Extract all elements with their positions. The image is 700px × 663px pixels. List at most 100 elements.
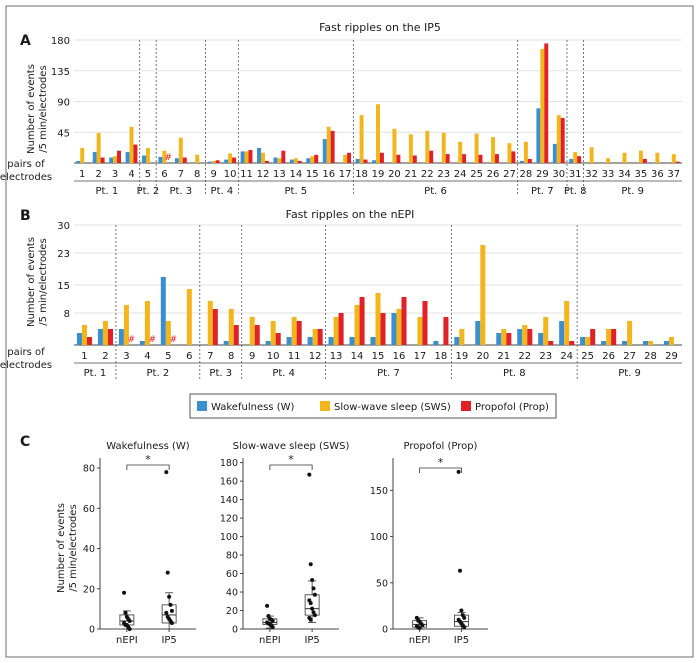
- chart-a-bar-sws: [228, 153, 233, 163]
- chart-b-bar-sws: [249, 317, 255, 345]
- box-prop-ytick-label: 0: [382, 625, 388, 636]
- chart-b-bar-sws: [648, 341, 654, 345]
- chart-b-xlabel-2: electrodes: [0, 360, 52, 371]
- box-w-ytick-label: 60: [83, 504, 95, 515]
- chart-a-xtick-label: 29: [536, 169, 549, 180]
- chart-a-bar-sws: [178, 137, 183, 163]
- chart-b-group-label: Pt. 3: [209, 368, 232, 379]
- chart-b-xtick-label: 14: [351, 351, 364, 362]
- chart-a-bar-sws: [376, 104, 380, 163]
- chart-a-bar-prop: [642, 158, 647, 163]
- chart-b-bar-sws: [459, 329, 465, 345]
- chart-b-xtick-label: 19: [455, 351, 468, 362]
- chart-a-bar-prop: [511, 151, 516, 163]
- chart-b-ytick-label: 23: [57, 249, 70, 260]
- chart-b-ytick-label: 8: [64, 309, 70, 320]
- box-sws-significance-star: *: [288, 453, 294, 466]
- legend-label-w: Wakefulness (W): [211, 402, 294, 413]
- chart-a-bar-prop: [117, 150, 121, 163]
- chart-a-bar-prop: [527, 158, 532, 163]
- chart-b-bar-prop: [443, 317, 449, 345]
- chart-a-bar-prop: [379, 152, 384, 163]
- legend-swatch-sws: [320, 401, 330, 411]
- box-prop-title: Propofol (Prop): [404, 441, 478, 452]
- box-sws-point: [310, 578, 315, 583]
- chart-a-bar-w: [289, 159, 294, 163]
- chart-b-xtick-label: 4: [144, 351, 150, 362]
- chart-a-bar-w: [174, 158, 179, 163]
- chart-b-bar-w: [433, 341, 439, 345]
- chart-b-bar-sws: [627, 321, 633, 345]
- box-sws-point: [270, 618, 275, 623]
- chart-a-bar-prop: [560, 117, 565, 163]
- legend-swatch-prop: [461, 401, 471, 411]
- chart-b-bar-prop: [296, 321, 302, 345]
- chart-b-bar-w: [517, 329, 523, 345]
- chart-a-xlabel-2: electrodes: [0, 172, 52, 183]
- chart-b-xlabel-1: pairs of: [7, 347, 45, 358]
- chart-b-xtick-label: 17: [414, 351, 427, 362]
- chart-b-bar-sws: [417, 317, 423, 345]
- chart-a-bar-sws: [80, 147, 85, 163]
- chart-a-bar-sws: [425, 130, 430, 163]
- box-w-point: [164, 610, 169, 615]
- chart-a-group-label: Pt. 5: [285, 186, 308, 197]
- box-prop-xtick-label: IP5: [454, 635, 469, 646]
- chart-b-xtick-label: 26: [602, 351, 615, 362]
- box-sws-xtick-label: IP5: [304, 635, 319, 646]
- chart-b-ytick-label: 30: [57, 221, 70, 232]
- chart-b-xtick-label: 3: [123, 351, 129, 362]
- chart-b-bar-prop: [401, 297, 407, 345]
- box-sws-point: [265, 603, 270, 608]
- chart-b-xtick-label: 8: [228, 351, 234, 362]
- box-sws-xtick-label: nEPI: [259, 635, 281, 646]
- chart-b-bar-prop: [275, 333, 281, 345]
- chart-a-bar-sws: [441, 132, 446, 163]
- legend-frame: [189, 393, 557, 419]
- chart-a-bar-sws: [556, 115, 561, 163]
- chart-b-xtick-label: 2: [102, 351, 108, 362]
- chart-b-group-label: Pt. 1: [84, 368, 107, 379]
- box-sws-ytick-label: 60: [226, 569, 238, 580]
- chart-a-bar-sws: [244, 151, 249, 163]
- chart-b-bar-prop: [338, 313, 344, 345]
- chart-b-bar-prop: [527, 329, 533, 345]
- chart-b-bar-sws: [606, 329, 612, 345]
- chart-a-xtick-label: 1: [79, 169, 85, 180]
- chart-a-bar-sws: [671, 154, 676, 163]
- chart-b-bar-sws: [228, 309, 234, 345]
- chart-b-bar-w: [538, 333, 544, 345]
- chart-a-bar-sws: [145, 147, 150, 163]
- chart-a-xtick-label: 24: [454, 169, 467, 180]
- chart-a-bar-sws: [195, 154, 200, 163]
- box-w-point: [164, 470, 169, 475]
- box-prop-point: [456, 469, 461, 474]
- chart-b-title: Fast ripples on the nEPI: [286, 208, 415, 221]
- chart-b-xtick-label: 5: [165, 351, 171, 362]
- chart-b-bar-prop: [254, 325, 260, 345]
- box-prop-significance-bracket: [419, 467, 462, 473]
- chart-a-bar-w: [306, 158, 311, 163]
- chart-b-ylabel-2: /5 min/electrodes: [38, 238, 49, 325]
- box-w-ytick-label: 0: [89, 625, 95, 636]
- chart-b-xtick-label: 1: [81, 351, 87, 362]
- box-w-point: [169, 620, 174, 625]
- chart-a-xtick-label: 18: [355, 169, 368, 180]
- chart-a-xtick-label: 33: [602, 169, 615, 180]
- chart-a-group-label: Pt. 2: [137, 186, 160, 197]
- chart-a-xtick-label: 10: [224, 169, 237, 180]
- legend: Wakefulness (W) Slow-wave sleep (SWS) Pr…: [189, 393, 557, 419]
- box-sws-ytick-label: 140: [220, 495, 238, 506]
- chart-b-bar-prop: [233, 325, 239, 345]
- chart-b-bar-w: [139, 341, 145, 345]
- chart-a-bar-sws: [326, 126, 331, 163]
- chart-b-bar-sws: [396, 309, 402, 345]
- chart-b-bar-w: [454, 337, 460, 345]
- box-prop-ytick-label: 50: [376, 578, 388, 589]
- chart-b-bar-w: [559, 321, 565, 345]
- chart-a-group-label: Pt. 8: [564, 186, 587, 197]
- box-sws-point: [308, 617, 313, 622]
- chart-b-bar-w: [580, 337, 586, 345]
- chart-a-bar-prop: [429, 150, 434, 163]
